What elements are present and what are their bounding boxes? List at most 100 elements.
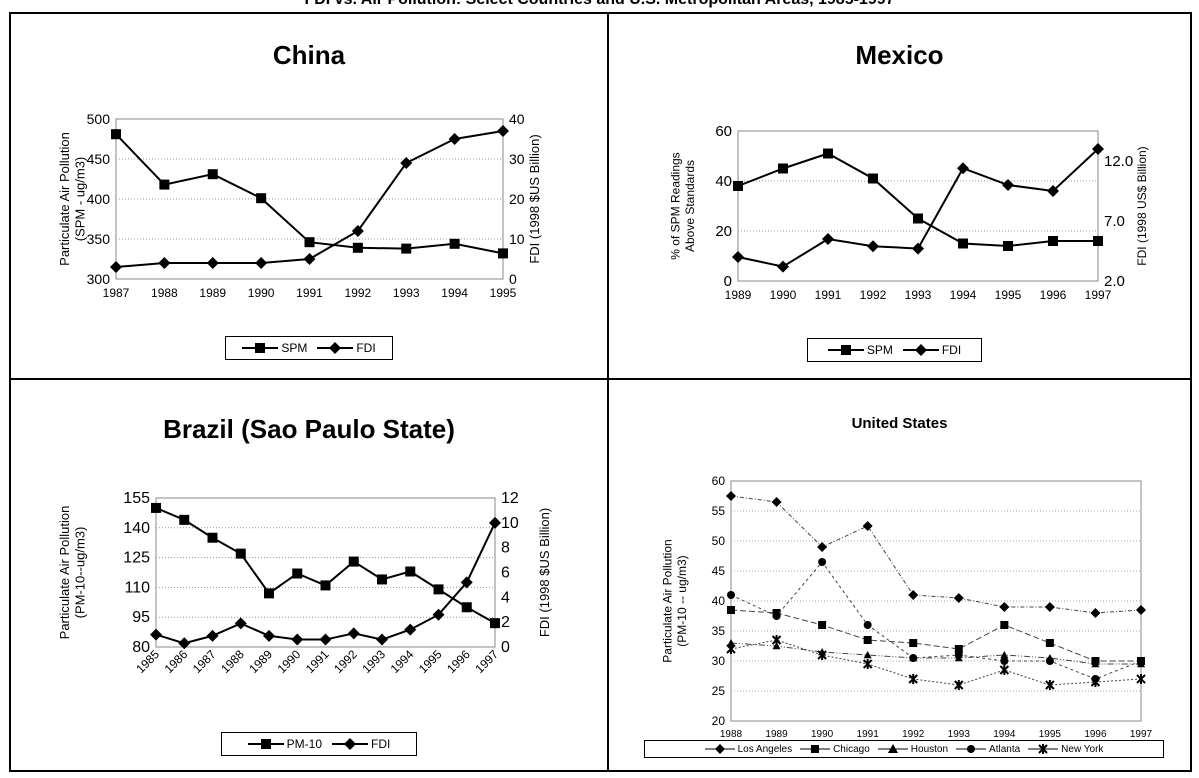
y2-tick-label: 2 [501,614,510,631]
y-axis-label: Particulate Air Pollution(PM-10--ug/m3) [57,506,88,640]
x-tick-label: 1997 [1085,288,1112,302]
x-tick-label: 1990 [770,288,797,302]
chart-title: Brazil (Sao Paulo State) [163,414,455,444]
y-tick-label: 155 [123,490,150,507]
data-point [348,556,359,567]
data-point [352,242,363,253]
data-point [909,654,918,662]
legend-label: Chicago [833,743,870,755]
legend-item-atlanta: Atlanta [956,744,1020,755]
x-tick-label: 1988 [151,286,178,300]
x-tick-label: 1987 [103,286,130,300]
data-point [292,568,303,579]
data-point [1092,143,1104,155]
data-point [263,629,275,642]
x-tick-label: 1992 [345,286,372,300]
y2-axis-label: FDI (1998 US$ Billion) [1135,146,1149,265]
x-tick-label: 1996 [1084,729,1107,740]
y-axis-label-line: (PM-10 -- ug/m3) [675,555,689,646]
y-tick-label: 25 [712,684,726,698]
data-point [404,623,417,636]
x-tick-label: 1996 [444,647,473,676]
data-point [110,261,122,273]
y-tick-label: 50 [712,534,726,548]
square-marker-icon [242,343,279,353]
data-point [868,173,878,184]
china-chart-plot: 300 350 400 450 500 0 10 20 30 40 1987 1988 1989 1990… [57,111,542,300]
data-point [256,193,267,204]
data-point [405,566,416,577]
data-point [867,240,879,253]
x-tick-label: 1992 [860,288,887,302]
data-point [726,491,736,501]
data-point [461,602,472,613]
series-line [730,639,1142,686]
chart-title: United States [851,415,948,432]
diamond-marker-icon [332,738,368,750]
legend-item-new-york: New York [1028,744,1103,755]
data-point [448,133,461,145]
y2-tick-label: 8 [501,540,510,557]
y-axis-label-line: % of SPM Readings [668,152,682,259]
x-tick-label: 1995 [1039,729,1062,740]
x-tick-label: 1991 [303,647,332,676]
legend-item-fdi: FDI [332,737,390,751]
y-tick-label: 55 [712,504,726,518]
legend-item-houston: Houston [877,744,948,755]
series-line [115,133,504,255]
data-point [319,633,332,646]
x-tick-label: 1995 [995,288,1022,302]
y-axis-label: % of SPM ReadingsAbove Standards [668,152,696,259]
y2-tick-label: 4 [501,589,510,606]
y-tick-label: 0 [724,273,732,290]
x-tick-label: 1991 [857,729,880,740]
legend-label: Los Angeles [737,743,793,755]
y-axis-label-line: Above Standards [683,160,697,252]
data-point [159,179,170,190]
data-point [401,243,412,254]
y-axis-label-line: (SPM - ug/m3) [73,157,88,242]
legend-label: FDI [356,341,376,355]
data-point [351,225,364,237]
data-point [1091,660,1100,668]
data-point [913,213,923,224]
data-point [206,257,219,269]
data-point [497,125,509,137]
data-point [1002,179,1014,191]
data-point [1093,236,1103,246]
triangle-marker-icon [877,744,908,753]
y-tick-label: 140 [123,520,150,537]
y2-tick-label: 12 [501,490,519,507]
series-line [730,561,1142,680]
data-point [1000,657,1009,665]
data-point [489,516,501,529]
series-line [730,495,1142,614]
plot-area-frame [737,130,1099,282]
data-point [1000,651,1009,659]
data-point [862,521,873,531]
y-tick-label: 20 [712,714,726,728]
data-point [958,238,968,249]
y-tick-label: 300 [87,271,111,287]
data-point [1137,657,1145,665]
mexico-chart-panel: Mexico 0 20 40 60 2.0 7.0 12.0 1989 1990 1991 1992… [609,14,1190,378]
y-axis-label-line: Particulate Air Pollution [57,506,72,640]
data-point [817,650,827,660]
y-tick-label: 350 [87,231,111,247]
circle-marker-icon [956,745,987,753]
data-point [1044,602,1055,612]
series-line [737,152,1098,248]
square-marker-icon [827,345,864,355]
data-point [1136,605,1146,615]
data-point [400,157,413,169]
data-point [433,584,444,595]
chart-legend: SPM FDI [807,338,982,362]
y-axis-label: Particulate Air Pollution(SPM - ug/m3) [57,132,88,266]
x-tick-label: 1990 [811,729,834,740]
square-marker-icon [800,745,831,753]
data-point [291,633,304,646]
chart-title: China [272,40,346,70]
diamond-marker-icon [902,344,939,356]
y2-tick-label: 0 [501,639,510,656]
data-point [957,162,969,175]
